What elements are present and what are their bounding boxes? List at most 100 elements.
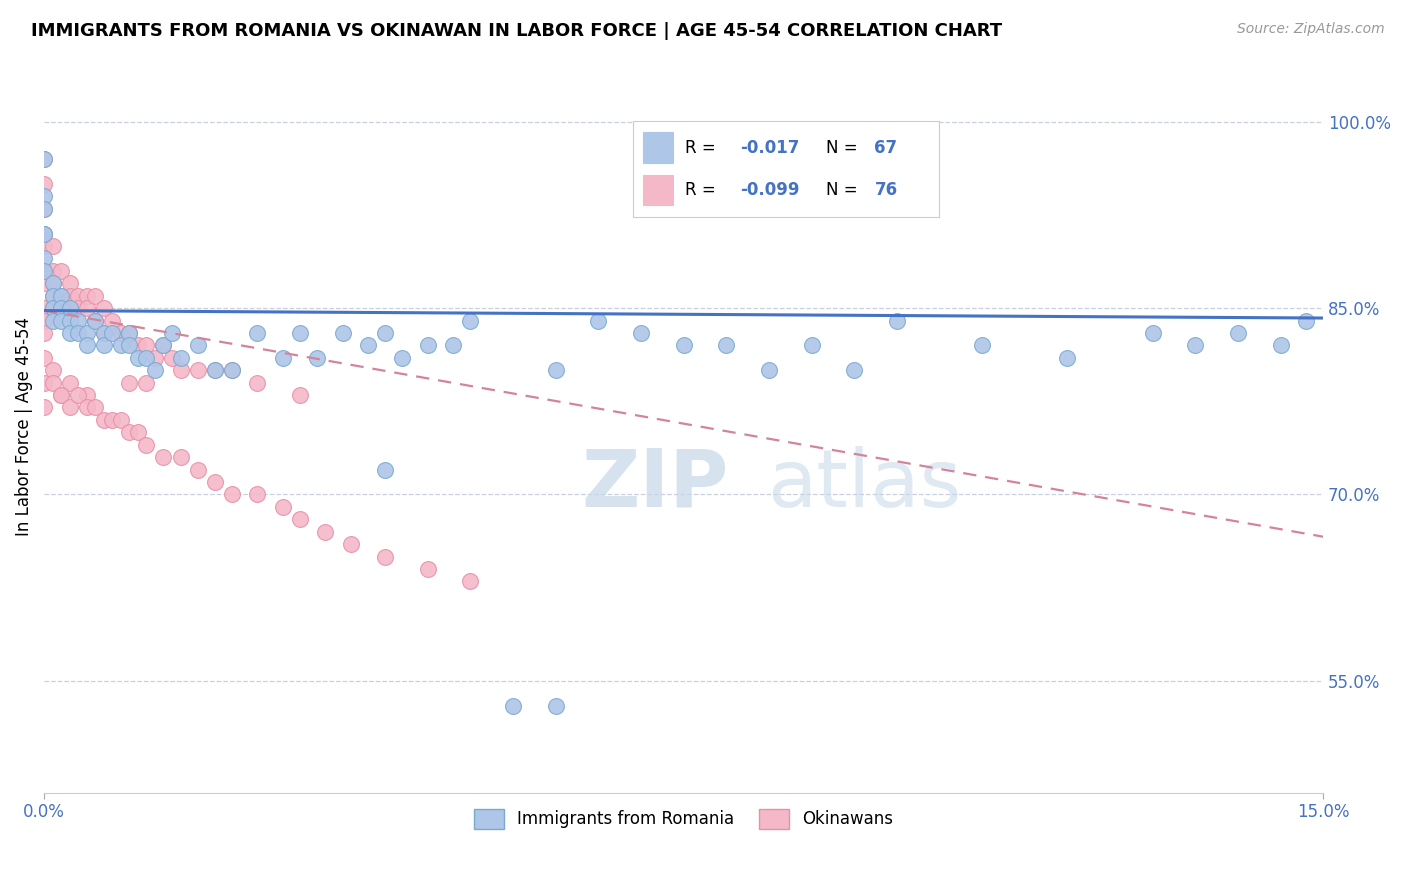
Point [391, 351, 413, 365]
Point [886, 313, 908, 327]
Text: R =: R = [685, 181, 716, 199]
Point [374, 462, 396, 476]
Point [32, 227, 55, 241]
Point [101, 413, 124, 427]
Point [502, 698, 524, 713]
Text: 67: 67 [875, 138, 897, 157]
Point [110, 338, 132, 352]
Point [41, 313, 63, 327]
Point [1184, 338, 1206, 352]
Point [127, 425, 149, 440]
Point [51, 388, 73, 402]
Point [76, 326, 98, 340]
Point [143, 363, 166, 377]
Point [32, 152, 55, 166]
Point [41, 277, 63, 291]
Point [246, 487, 269, 501]
Point [135, 438, 157, 452]
Point [169, 450, 191, 465]
Text: N =: N = [825, 181, 858, 199]
Point [93, 326, 115, 340]
Point [374, 326, 396, 340]
Point [246, 326, 269, 340]
Point [271, 351, 294, 365]
Point [84, 313, 107, 327]
Point [32, 227, 55, 241]
Point [1295, 313, 1317, 327]
Point [93, 301, 115, 315]
Point [41, 376, 63, 390]
Point [416, 562, 439, 576]
Point [221, 487, 243, 501]
Point [135, 338, 157, 352]
Point [67, 301, 90, 315]
Point [101, 313, 124, 327]
Point [305, 351, 328, 365]
Point [76, 301, 98, 315]
Point [204, 475, 226, 489]
Point [32, 239, 55, 253]
Point [59, 288, 82, 302]
Point [51, 288, 73, 302]
Text: 76: 76 [875, 181, 897, 199]
Point [288, 388, 311, 402]
Point [630, 326, 652, 340]
Point [1056, 351, 1078, 365]
Point [84, 401, 107, 415]
Point [32, 264, 55, 278]
Text: R =: R = [685, 138, 716, 157]
Point [59, 277, 82, 291]
Text: -0.017: -0.017 [740, 138, 800, 157]
Point [187, 338, 209, 352]
Point [32, 202, 55, 216]
Text: IMMIGRANTS FROM ROMANIA VS OKINAWAN IN LABOR FORCE | AGE 45-54 CORRELATION CHART: IMMIGRANTS FROM ROMANIA VS OKINAWAN IN L… [31, 22, 1002, 40]
Point [51, 288, 73, 302]
Point [271, 500, 294, 514]
Point [41, 288, 63, 302]
Point [41, 264, 63, 278]
Point [315, 524, 337, 539]
Point [1142, 326, 1164, 340]
Point [67, 288, 90, 302]
Point [41, 239, 63, 253]
Point [76, 288, 98, 302]
Bar [643, 175, 673, 205]
Point [204, 363, 226, 377]
Point [59, 376, 82, 390]
Point [160, 351, 183, 365]
Point [758, 363, 780, 377]
Point [460, 313, 482, 327]
Point [118, 326, 141, 340]
Text: ZIP: ZIP [581, 446, 728, 524]
Text: Source: ZipAtlas.com: Source: ZipAtlas.com [1237, 22, 1385, 37]
Point [800, 338, 823, 352]
Point [51, 313, 73, 327]
Point [716, 338, 738, 352]
Point [59, 301, 82, 315]
Point [32, 277, 55, 291]
Point [374, 549, 396, 564]
Point [41, 363, 63, 377]
Point [84, 313, 107, 327]
Point [204, 363, 226, 377]
Point [221, 363, 243, 377]
Point [118, 326, 141, 340]
Point [41, 288, 63, 302]
Point [32, 252, 55, 266]
Point [51, 264, 73, 278]
Point [187, 462, 209, 476]
Point [221, 363, 243, 377]
Point [332, 326, 354, 340]
Point [93, 326, 115, 340]
Point [1270, 338, 1292, 352]
Point [32, 351, 55, 365]
Point [169, 351, 191, 365]
Point [416, 338, 439, 352]
Point [32, 376, 55, 390]
Point [93, 413, 115, 427]
Point [67, 313, 90, 327]
Point [672, 338, 695, 352]
Point [67, 326, 90, 340]
Point [32, 227, 55, 241]
Point [169, 363, 191, 377]
